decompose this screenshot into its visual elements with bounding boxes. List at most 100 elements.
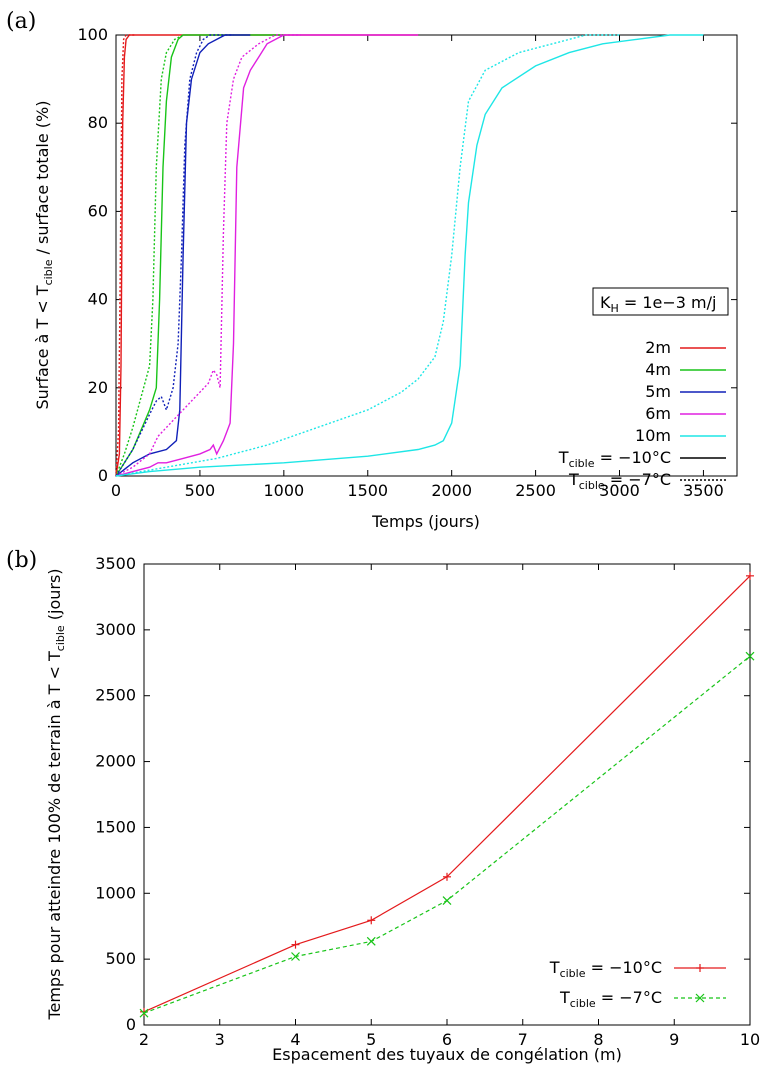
legend-entry-4: 10m	[635, 426, 671, 445]
x-tick-label: 3	[215, 1030, 225, 1049]
legend-entry-5: Tcible = −10°C	[558, 448, 671, 470]
x-tick-label: 5	[366, 1030, 376, 1049]
panel-b-series	[139, 571, 755, 1018]
legend-entry-1-sub: cible	[570, 997, 596, 1010]
legend-entry-1-post: = −7°C	[596, 988, 662, 1007]
y-tick-label: 60	[88, 201, 108, 220]
panel-b-plot-frame	[143, 563, 751, 1026]
panel-a-annotation-box: KH = 1e−3 m/j	[592, 287, 729, 316]
series-line-2m-minus7	[115, 34, 137, 477]
data-point-0-3	[443, 872, 451, 881]
series-line-6m-minus10	[115, 34, 419, 477]
data-point-1-1	[291, 952, 300, 961]
series-line-4m-minus7	[115, 34, 184, 477]
y-tick-label: 1500	[95, 817, 136, 836]
y-tick-label: 3500	[95, 554, 136, 573]
series-line-4m-minus10	[115, 34, 284, 477]
legend-entry-5-post: = −10°C	[594, 448, 671, 467]
series-line-10m-minus7	[115, 34, 620, 477]
y-tick-label: 40	[88, 290, 108, 309]
y-tick-label: 80	[88, 113, 108, 132]
panel-a-label: (a)	[6, 9, 36, 34]
panel-a-ticks: 0 500 1000 1500 2000 2500 3000 3500 0 20 40 60 80 100	[77, 25, 737, 500]
panel-a-x-axis-label: Temps (jours)	[371, 512, 480, 531]
y-tick-label: 0	[126, 1015, 136, 1034]
x-tick-label: 8	[593, 1030, 603, 1049]
panel-a-y-label-sub: cible	[42, 259, 55, 285]
series-line-0	[143, 575, 751, 1013]
panel-a-plot-frame	[115, 34, 738, 477]
panel-b-chart: (b) 2 3 4 5 6 7 8 9 10 0 500 1000 1500 2000 2500 3000 35…	[6, 548, 760, 1064]
legend-entry-0-pre: T	[549, 958, 560, 977]
panel-a-chart: (a) 0 500 1000 1500 2000 2500 3000 3500 0 20 40 60 8…	[6, 9, 738, 531]
data-point-1-3	[442, 896, 452, 905]
y-tick-label: 2000	[95, 752, 136, 771]
x-tick-label: 6	[442, 1030, 452, 1049]
legend-entry-3: 6m	[645, 404, 671, 423]
annotation-sub: H	[611, 302, 619, 315]
x-tick-label: 2500	[515, 481, 556, 500]
y-tick-label: 0	[98, 466, 108, 485]
legend-entry-6: Tcible = −7°C	[568, 470, 671, 492]
x-tick-label: 4	[290, 1030, 300, 1049]
panel-a-series	[115, 34, 704, 477]
legend-entry-0: 2m	[645, 338, 671, 357]
panel-b-y-axis-label: Temps pour atteindre 100% de terrain à T…	[45, 568, 67, 1020]
panel-b-y-label-post: (jours)	[45, 568, 64, 625]
data-point-0-2	[367, 916, 376, 925]
y-tick-label: 2500	[95, 686, 136, 705]
y-tick-label: 1000	[95, 883, 136, 902]
legend-entry-1-pre: T	[559, 988, 570, 1007]
legend-entry-2: 5m	[645, 382, 671, 401]
x-tick-label: 0	[111, 481, 121, 500]
panel-b-label: (b)	[6, 548, 37, 573]
x-tick-label: 1000	[263, 481, 304, 500]
x-tick-label: 2	[139, 1030, 149, 1049]
panel-a-y-label-pre: Surface à T < T	[33, 285, 52, 409]
x-tick-label: 500	[185, 481, 216, 500]
legend-entry-5-pre: T	[558, 448, 569, 467]
legend-entry-5-sub: cible	[569, 457, 595, 470]
annotation-post: = 1e−3 m/j	[619, 293, 717, 312]
legend-entry-0-post: = −10°C	[585, 958, 662, 977]
annotation-text: KH = 1e−3 m/j	[600, 293, 716, 315]
x-tick-label: 1500	[347, 481, 388, 500]
series-line-5m-minus7	[115, 34, 234, 477]
x-tick-label: 10	[740, 1030, 760, 1049]
panel-b-x-axis-label: Espacement des tuyaux de congélation (m)	[272, 1045, 622, 1064]
annotation-frame	[592, 287, 729, 316]
x-tick-label: 3000	[599, 481, 640, 500]
data-point-0-4	[746, 571, 754, 580]
panel-b-y-label-pre: Temps pour atteindre 100% de terrain à T…	[45, 651, 64, 1021]
x-tick-label: 7	[518, 1030, 528, 1049]
x-tick-label: 9	[669, 1030, 679, 1049]
data-point-0-1	[291, 940, 300, 949]
x-tick-label: 2000	[431, 481, 472, 500]
legend-entry-1: Tcible = −7°C	[559, 988, 662, 1010]
series-line-10m-minus10	[115, 34, 704, 477]
y-tick-label: 100	[77, 25, 108, 44]
legend-entry-6-post: = −7°C	[605, 470, 671, 489]
legend-entry-0: Tcible = −10°C	[549, 958, 662, 980]
y-tick-label: 20	[88, 378, 108, 397]
x-tick-label: 3500	[683, 481, 724, 500]
annotation-pre: K	[600, 293, 611, 312]
panel-a-y-axis-label: Surface à T < Tcible / surface totale (%…	[33, 101, 55, 410]
legend-entry-0-sub: cible	[560, 967, 586, 980]
series-line-2m-minus10	[115, 34, 419, 477]
legend-marker-1	[695, 993, 705, 1003]
legend-entry-6-sub: cible	[579, 479, 605, 492]
y-tick-label: 3000	[95, 620, 136, 639]
data-point-1-4	[745, 651, 755, 661]
legend-entry-6-pre: T	[568, 470, 579, 489]
legend-entry-1: 4m	[645, 360, 671, 379]
series-line-6m-minus7	[115, 34, 301, 477]
y-tick-label: 500	[105, 949, 136, 968]
panel-b-y-label-sub: cible	[54, 625, 67, 651]
legend-marker-0	[696, 964, 704, 972]
panel-b-ticks: 2 3 4 5 6 7 8 9 10 0 500 1000 1500 2000 2500 3000 3500	[95, 554, 760, 1049]
data-point-1-0	[139, 1008, 149, 1018]
